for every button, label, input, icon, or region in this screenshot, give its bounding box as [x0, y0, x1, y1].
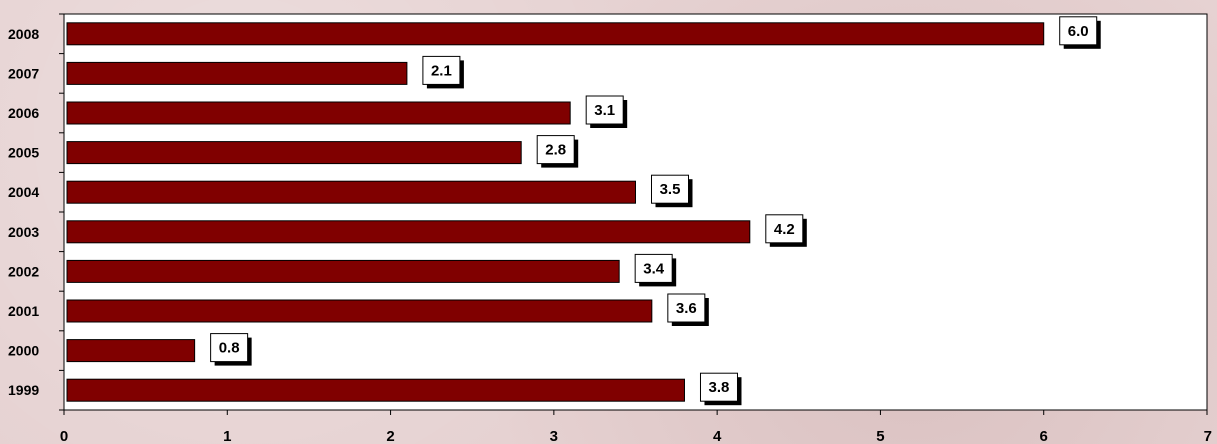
svg-text:0.8: 0.8 — [219, 340, 240, 357]
x-tick-label-3: 3 — [550, 428, 558, 444]
svg-text:6.0: 6.0 — [1068, 23, 1089, 40]
category-label-2005: 2005 — [8, 145, 39, 161]
bar-2008 — [66, 22, 1045, 46]
x-tick-label-4: 4 — [713, 428, 722, 444]
bar-2007 — [66, 61, 408, 85]
svg-text:3.4: 3.4 — [643, 260, 665, 277]
data-label-1999: 3.8 — [699, 372, 742, 406]
bar-1999 — [66, 378, 685, 402]
category-label-2007: 2007 — [8, 65, 39, 81]
category-label-2006: 2006 — [8, 105, 39, 121]
data-label-2007: 2.1 — [422, 55, 464, 89]
category-label-2002: 2002 — [8, 263, 39, 279]
bar-2001 — [66, 299, 653, 323]
data-label-2008: 6.0 — [1059, 16, 1101, 49]
x-tick-label-7: 7 — [1204, 428, 1212, 444]
bar-2002 — [66, 259, 620, 283]
bar-2004 — [66, 180, 636, 204]
category-label-1999: 1999 — [8, 382, 39, 398]
data-label-2005: 2.8 — [536, 135, 579, 168]
category-label-2003: 2003 — [8, 224, 39, 240]
bar-2006 — [66, 101, 571, 125]
category-label-2004: 2004 — [8, 184, 39, 200]
bar-2005 — [66, 141, 522, 165]
x-tick-label-6: 6 — [1040, 428, 1048, 444]
svg-text:2.1: 2.1 — [431, 62, 452, 79]
svg-text:3.8: 3.8 — [709, 379, 730, 396]
category-label-2008: 2008 — [8, 26, 39, 42]
bar-2000 — [66, 339, 196, 363]
data-label-2003: 4.2 — [765, 214, 807, 247]
data-label-2000: 0.8 — [210, 333, 252, 366]
x-tick-label-2: 2 — [386, 428, 394, 444]
x-tick-label-5: 5 — [876, 428, 884, 444]
svg-text:3.1: 3.1 — [594, 102, 615, 119]
data-label-2002: 3.4 — [634, 253, 677, 287]
svg-text:3.5: 3.5 — [660, 181, 681, 198]
data-label-2001: 3.6 — [667, 293, 709, 326]
x-tick-label-1: 1 — [223, 428, 231, 444]
svg-text:2.8: 2.8 — [545, 142, 566, 159]
data-label-2004: 3.5 — [651, 174, 693, 208]
x-tick-label-0: 0 — [60, 428, 68, 444]
svg-text:3.6: 3.6 — [676, 300, 697, 317]
category-label-2000: 2000 — [8, 343, 39, 359]
data-label-2006: 3.1 — [585, 95, 628, 128]
bar-2003 — [66, 220, 751, 244]
category-label-2001: 2001 — [8, 303, 39, 319]
svg-text:4.2: 4.2 — [774, 221, 795, 238]
